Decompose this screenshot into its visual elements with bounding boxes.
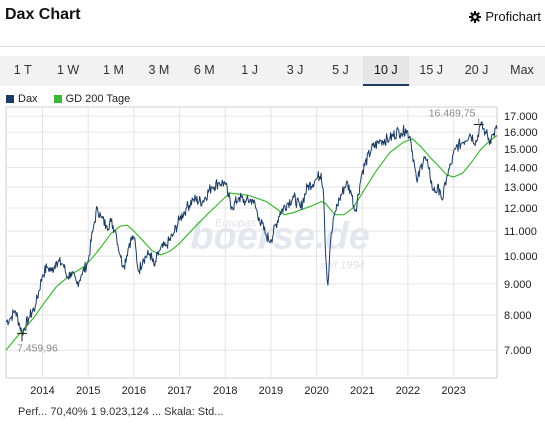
x-tick-label: 2014 bbox=[30, 385, 54, 397]
y-tick-label: 12.000 bbox=[504, 203, 538, 215]
tab-6m[interactable]: 6 M bbox=[193, 63, 215, 77]
gear-icon bbox=[469, 10, 482, 23]
tab-1t[interactable]: 1 T bbox=[13, 63, 32, 77]
y-tick-label: 15.000 bbox=[504, 144, 538, 156]
page-title: Dax Chart bbox=[5, 6, 81, 23]
watermark-bottom: seit 1994 bbox=[320, 259, 365, 271]
min-marker-label: 7.459,96 bbox=[17, 342, 58, 354]
y-tick-label: 13.000 bbox=[504, 182, 538, 194]
x-tick-label: 2021 bbox=[350, 385, 374, 397]
legend-item-gd200[interactable]: GD 200 Tage bbox=[53, 93, 131, 105]
x-tick-label: 2015 bbox=[76, 385, 100, 397]
tab-1m[interactable]: 1 M bbox=[103, 63, 124, 77]
tab-10j[interactable]: 10 J bbox=[363, 56, 409, 86]
x-tick-label: 2020 bbox=[304, 385, 328, 397]
legend-swatch-dax bbox=[6, 95, 14, 103]
watermark-brand: boerse.de bbox=[190, 215, 370, 257]
y-tick-label: 17.000 bbox=[504, 111, 538, 123]
legend-label-dax: Dax bbox=[18, 93, 38, 105]
tab-20j[interactable]: 20 J bbox=[464, 63, 489, 77]
legend-item-dax[interactable]: Dax bbox=[6, 93, 38, 105]
legend-label-gd200: GD 200 Tage bbox=[65, 93, 131, 105]
y-tick-label: 10.000 bbox=[504, 251, 538, 263]
tab-1w[interactable]: 1 W bbox=[56, 63, 80, 77]
y-tick-label: 8.000 bbox=[504, 310, 532, 322]
y-tick-label: 16.000 bbox=[504, 127, 538, 139]
x-tick-label: 2016 bbox=[122, 385, 146, 397]
profichart-button[interactable]: Profichart bbox=[469, 9, 541, 24]
series-line-dax bbox=[5, 121, 498, 336]
x-tick-label: 2018 bbox=[213, 385, 237, 397]
y-tick-label: 14.000 bbox=[504, 162, 538, 174]
y-tick-label: 9.000 bbox=[504, 279, 532, 291]
x-tick-label: 2023 bbox=[441, 385, 465, 397]
tab-3j[interactable]: 3 J bbox=[286, 63, 304, 77]
x-tick-label: 2022 bbox=[396, 385, 420, 397]
tab-3m[interactable]: 3 M bbox=[148, 63, 170, 77]
max-marker-label: 16.469,75 bbox=[429, 108, 476, 120]
tab-max[interactable]: Max bbox=[510, 63, 534, 77]
y-tick-label: 7.000 bbox=[504, 345, 532, 357]
chart-legend: Dax GD 200 Tage bbox=[6, 93, 130, 105]
legend-swatch-gd200 bbox=[53, 95, 62, 103]
profichart-label: Profichart bbox=[485, 9, 541, 24]
tab-1j[interactable]: 1 J bbox=[241, 63, 258, 77]
y-tick-label: 11.000 bbox=[504, 226, 537, 238]
series-line-gd200 bbox=[5, 135, 498, 351]
tab-15j[interactable]: 15 J bbox=[419, 63, 444, 77]
timeframe-tabs: 1 T 1 W 1 M 3 M 6 M 1 J 3 J 5 J 10 J 15 J 20 J Max bbox=[0, 56, 545, 86]
x-tick-label: 2019 bbox=[259, 385, 283, 397]
tab-5j[interactable]: 5 J bbox=[332, 63, 349, 77]
x-tick-label: 2017 bbox=[167, 385, 191, 397]
footer-stats: Perf... 70,40% 1 9.023,124 ... Skala: St… bbox=[18, 406, 224, 418]
chart-header: Dax Chart Profichart bbox=[0, 0, 545, 47]
